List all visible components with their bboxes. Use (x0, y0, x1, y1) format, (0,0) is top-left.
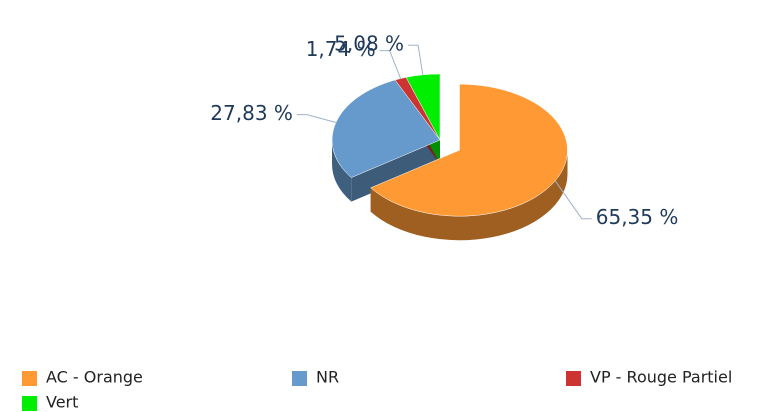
legend-swatch (566, 371, 581, 386)
leader-line (379, 50, 402, 79)
leader-line (554, 180, 592, 220)
legend-swatch (22, 371, 37, 386)
legend-label: Vert (46, 393, 78, 412)
legend-label: NR (316, 368, 339, 387)
slice-side (370, 150, 568, 241)
slice (405, 73, 441, 141)
data-label: 65,35 % (596, 205, 679, 229)
legend-swatch (22, 396, 37, 411)
slice-side (351, 140, 440, 202)
legend-swatch (292, 371, 307, 386)
leader-line (296, 114, 337, 123)
slice (370, 83, 568, 217)
data-label: 1,74 % (306, 37, 376, 61)
data-label: 5,08 % (334, 32, 404, 56)
slice (331, 79, 441, 178)
legend-label: VP - Rouge Partiel (590, 368, 732, 387)
leader-line (408, 44, 424, 75)
data-label: 27,83 % (210, 101, 293, 125)
slice-side (332, 140, 352, 202)
legend-label: AC - Orange (46, 368, 143, 387)
